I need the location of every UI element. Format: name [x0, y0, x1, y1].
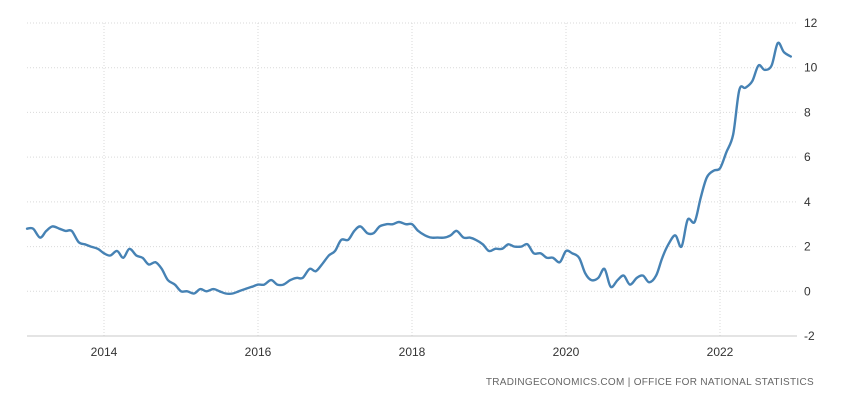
- series-group: [25, 41, 792, 295]
- y-tick-label: 2: [804, 240, 811, 254]
- y-tick-label: 4: [804, 195, 811, 209]
- x-tick-label: 2014: [91, 345, 118, 359]
- y-tick-label: 10: [804, 61, 818, 75]
- x-tick-label: 2016: [245, 345, 272, 359]
- x-tick-label: 2022: [707, 345, 734, 359]
- x-tick-label: 2020: [553, 345, 580, 359]
- series-line: [25, 41, 792, 295]
- source-attribution: TRADINGECONOMICS.COM | OFFICE FOR NATION…: [485, 377, 814, 388]
- y-tick-label: -2: [804, 329, 815, 343]
- y-tick-label: 6: [804, 150, 811, 164]
- y-tick-label: 0: [804, 284, 811, 298]
- x-axis: 2014 2016 2018 2020 2022: [27, 335, 797, 359]
- vertical-gridlines: [103, 23, 721, 336]
- y-tick-label: 12: [804, 16, 818, 30]
- y-tick-label: 8: [804, 105, 811, 119]
- y-axis: -2 0 2 4 6 8 10 12: [804, 16, 818, 343]
- x-tick-label: 2018: [399, 345, 426, 359]
